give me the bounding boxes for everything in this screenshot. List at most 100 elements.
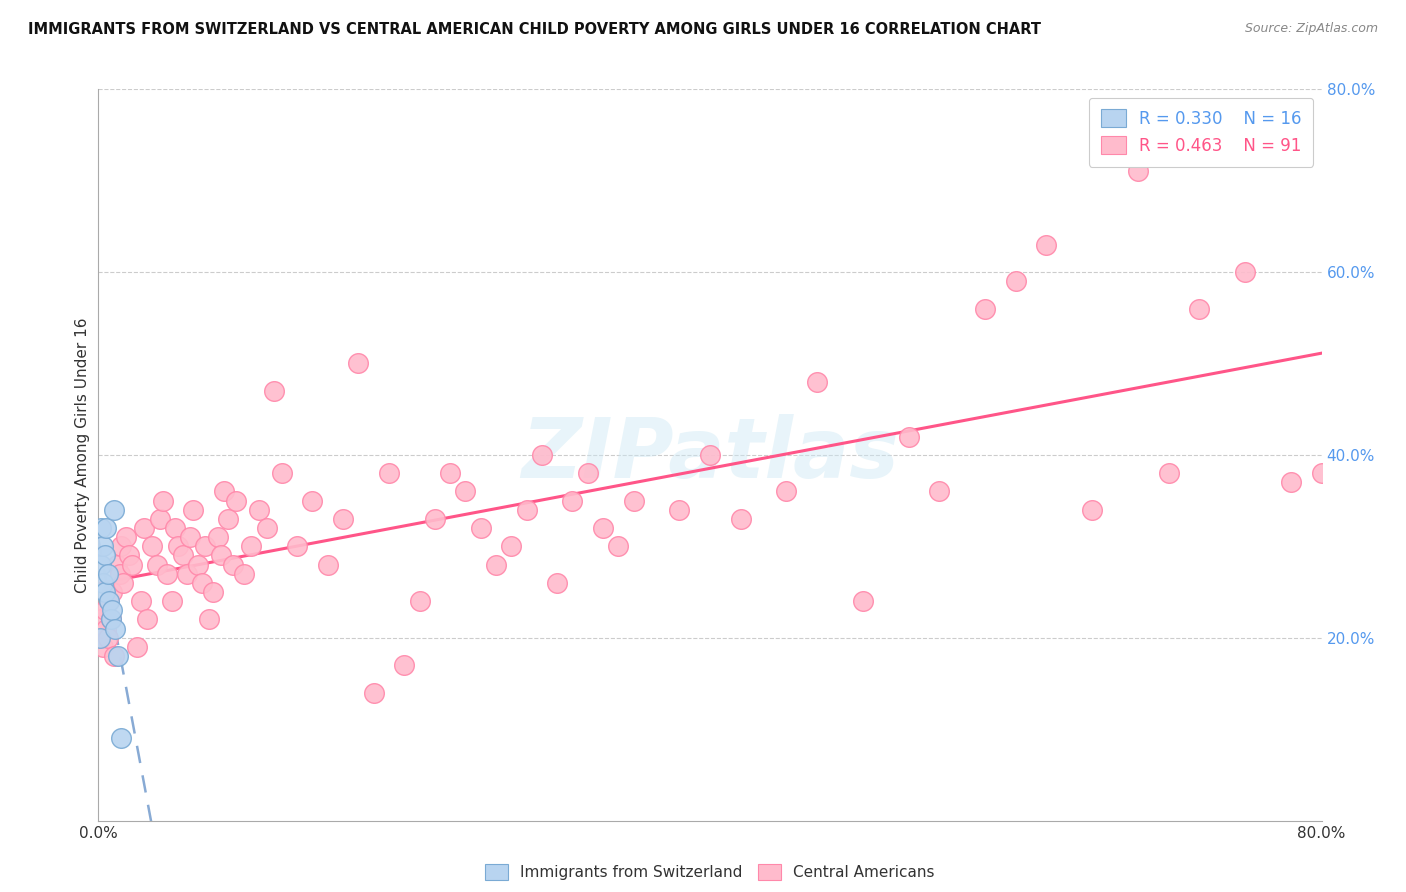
Point: [470, 521, 492, 535]
Point: [176, 566, 198, 581]
Point: [316, 558, 339, 572]
Point: [98, 594, 121, 608]
Point: [101, 603, 124, 617]
Point: [93, 549, 115, 563]
Text: ZIPatlas: ZIPatlas: [522, 415, 898, 495]
Point: [191, 576, 214, 591]
Point: [108, 566, 131, 581]
Point: [104, 622, 127, 636]
Point: [163, 521, 186, 535]
Point: [194, 539, 217, 553]
Point: [110, 539, 132, 553]
Point: [1188, 301, 1211, 316]
Point: [1128, 164, 1150, 178]
Point: [97, 566, 120, 581]
Point: [110, 731, 132, 746]
Point: [256, 521, 278, 535]
Point: [592, 521, 614, 535]
Point: [240, 539, 263, 553]
Point: [501, 539, 523, 553]
Point: [1234, 265, 1257, 279]
Point: [301, 493, 323, 508]
Point: [115, 530, 138, 544]
Point: [378, 466, 401, 480]
Point: [897, 430, 920, 444]
Point: [530, 448, 553, 462]
Point: [516, 502, 538, 516]
Point: [209, 549, 232, 563]
Point: [623, 493, 645, 508]
Point: [93, 585, 115, 599]
Point: [1310, 466, 1333, 480]
Point: [94, 622, 117, 636]
Point: [156, 566, 179, 581]
Point: [408, 594, 430, 608]
Point: [1081, 502, 1104, 516]
Point: [1035, 237, 1057, 252]
Point: [263, 384, 285, 398]
Point: [363, 685, 385, 699]
Point: [118, 549, 141, 563]
Point: [179, 530, 201, 544]
Point: [149, 512, 172, 526]
Point: [187, 558, 209, 572]
Point: [270, 466, 292, 480]
Point: [974, 301, 997, 316]
Point: [222, 558, 245, 572]
Point: [145, 558, 167, 572]
Point: [107, 649, 129, 664]
Point: [111, 576, 134, 591]
Point: [103, 502, 125, 516]
Point: [181, 502, 204, 516]
Point: [285, 539, 308, 553]
Legend: Immigrants from Switzerland, Central Americans: Immigrants from Switzerland, Central Ame…: [479, 858, 941, 886]
Point: [247, 502, 270, 516]
Point: [225, 493, 247, 508]
Point: [775, 484, 797, 499]
Point: [152, 493, 174, 508]
Point: [101, 585, 124, 599]
Point: [129, 594, 152, 608]
Point: [423, 512, 446, 526]
Point: [928, 484, 950, 499]
Point: [167, 539, 190, 553]
Point: [1004, 274, 1026, 288]
Point: [90, 521, 112, 535]
Point: [89, 631, 111, 645]
Point: [94, 521, 117, 535]
Point: [347, 356, 370, 371]
Point: [212, 484, 235, 499]
Point: [134, 521, 156, 535]
Point: [1157, 466, 1180, 480]
Point: [93, 603, 115, 617]
Point: [852, 594, 875, 608]
Point: [105, 558, 128, 572]
Point: [91, 640, 114, 654]
Point: [607, 539, 630, 553]
Text: Source: ZipAtlas.com: Source: ZipAtlas.com: [1244, 22, 1378, 36]
Point: [699, 448, 721, 462]
Point: [806, 375, 828, 389]
Point: [90, 613, 112, 627]
Point: [172, 549, 194, 563]
Point: [730, 512, 752, 526]
Point: [454, 484, 477, 499]
Point: [1279, 475, 1302, 490]
Point: [576, 466, 599, 480]
Point: [217, 512, 239, 526]
Point: [160, 594, 183, 608]
Y-axis label: Child Poverty Among Girls Under 16: Child Poverty Among Girls Under 16: [75, 318, 90, 592]
Point: [89, 631, 111, 645]
Point: [485, 558, 508, 572]
Point: [207, 530, 229, 544]
Point: [392, 658, 416, 673]
Point: [91, 576, 114, 591]
Point: [90, 558, 112, 572]
Point: [197, 613, 219, 627]
Point: [91, 539, 114, 553]
Point: [202, 585, 225, 599]
Point: [332, 512, 354, 526]
Point: [100, 613, 122, 627]
Point: [98, 594, 121, 608]
Point: [439, 466, 461, 480]
